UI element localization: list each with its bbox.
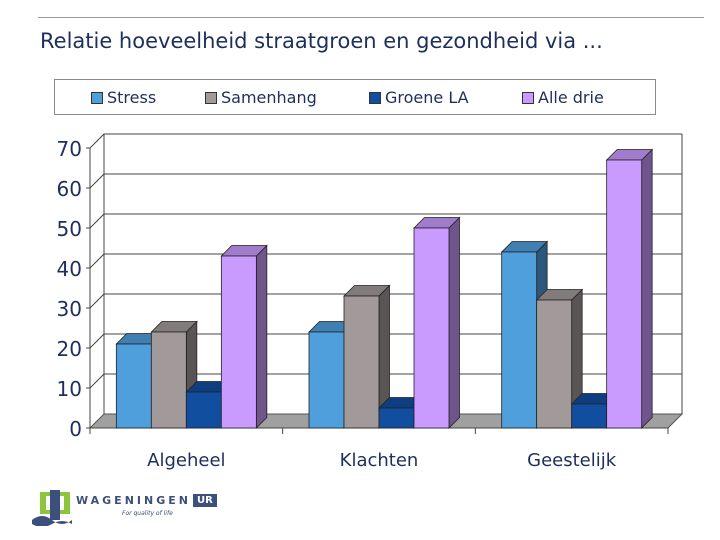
bar-samenhang (343, 295, 380, 429)
y-tick-label: 0 (69, 417, 82, 441)
bar-stress (308, 331, 345, 429)
legend-label-alle-drie: Alle drie (538, 88, 604, 107)
chart-legend: Stress Samenhang Groene LA Alle drie (54, 79, 656, 115)
bar-groene-la (571, 403, 608, 429)
bar-alle-drie (220, 255, 257, 429)
y-tick-label: 40 (57, 257, 82, 281)
legend-label-groene-la: Groene LA (385, 88, 469, 107)
bar-alle-drie (413, 227, 450, 429)
bar-side-alle-drie (448, 216, 460, 429)
y-tick-label: 60 (57, 177, 82, 201)
bar-samenhang (536, 299, 573, 429)
bar-side-alle-drie (255, 244, 268, 429)
logo-tagline: For quality of life (122, 510, 173, 517)
y-tick-label: 70 (57, 137, 82, 161)
legend-swatch-stress (91, 91, 103, 104)
bar-stress (501, 251, 538, 429)
logo-name: WAGENINGEN (76, 493, 191, 507)
legend-item-alle-drie: Alle drie (522, 88, 604, 107)
wageningen-ur-logo: WAGENINGEN UR For quality of life (30, 490, 230, 530)
legend-swatch-groene-la (369, 91, 381, 104)
legend-swatch-alle-drie (522, 91, 534, 104)
bar-side-alle-drie (641, 148, 653, 429)
legend-swatch-samenhang (205, 91, 217, 104)
wageningen-logo-icon (32, 490, 72, 526)
x-tick-label: Algeheel (147, 450, 225, 471)
y-tick-label: 50 (57, 217, 82, 241)
top-rule (38, 17, 704, 18)
x-tick-label: Klachten (340, 450, 419, 471)
bar-stress (115, 343, 152, 429)
bar-samenhang (150, 331, 187, 429)
bar-alle-drie (606, 159, 643, 429)
bar-groene-la (185, 391, 222, 429)
y-tick-label: 10 (57, 377, 82, 401)
y-tick-label: 30 (57, 297, 82, 321)
legend-item-groene-la: Groene LA (369, 88, 469, 107)
chart-title: Relatie hoeveelheid straatgroen en gezon… (40, 29, 603, 53)
legend-label-samenhang: Samenhang (221, 88, 317, 107)
legend-item-samenhang: Samenhang (205, 88, 317, 107)
logo-wordmark: WAGENINGEN UR (76, 492, 217, 508)
logo-ur-badge: UR (192, 493, 217, 507)
x-tick-label: Geestelijk (527, 450, 617, 471)
bar-groene-la (378, 407, 415, 429)
y-tick-label: 20 (57, 337, 82, 361)
legend-label-stress: Stress (107, 88, 157, 107)
legend-item-stress: Stress (91, 88, 156, 107)
